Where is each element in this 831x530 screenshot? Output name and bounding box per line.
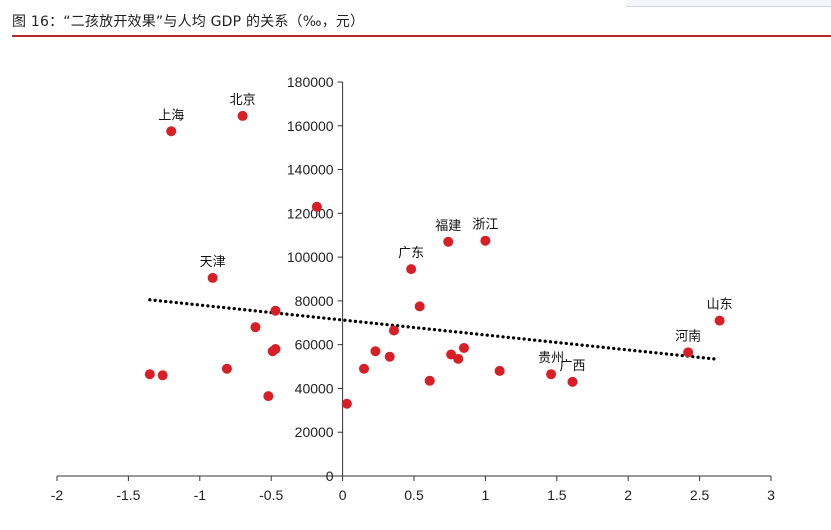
data-point <box>359 363 370 374</box>
y-tick-label: 20000 <box>295 424 334 440</box>
point-label: 河南 <box>675 328 701 344</box>
point-label: 上海 <box>158 108 184 123</box>
x-tick-label: 1 <box>482 487 490 503</box>
point-label: 天津 <box>200 255 226 270</box>
data-point <box>250 322 261 333</box>
x-tick-label: 0 <box>339 487 347 503</box>
data-point <box>237 110 248 121</box>
data-point <box>406 264 417 275</box>
x-tick-label: 1.5 <box>547 487 567 503</box>
data-point <box>263 391 274 402</box>
figure-title: 图 16：“二孩放开效果”与人均 GDP 的关系（‰，元） <box>12 14 365 30</box>
x-tick-label: 2.5 <box>690 487 710 503</box>
data-point <box>546 369 557 380</box>
y-tick-label: 180000 <box>287 74 334 90</box>
x-tick-label: 0.5 <box>404 487 424 503</box>
data-point <box>270 305 281 316</box>
x-tick-label: -1.5 <box>116 487 140 503</box>
point-label: 山东 <box>707 298 733 313</box>
y-tick-label: 160000 <box>287 118 334 134</box>
y-tick-label: 80000 <box>295 293 334 309</box>
point-label: 北京 <box>230 93 256 108</box>
data-point <box>567 376 578 387</box>
y-tick-label: 140000 <box>287 162 334 178</box>
data-point <box>207 272 218 283</box>
data-point <box>414 301 425 312</box>
data-point <box>270 344 281 355</box>
data-point <box>157 370 168 381</box>
x-tick-label: 2 <box>624 487 632 503</box>
y-tick-label: 60000 <box>295 337 334 353</box>
y-tick-label: 40000 <box>295 380 334 396</box>
point-label: 浙江 <box>472 218 498 233</box>
data-point <box>389 325 400 336</box>
x-tick-label: -1 <box>194 487 207 503</box>
data-point <box>384 351 395 362</box>
x-tick-label: -0.5 <box>259 487 283 503</box>
y-tick-label: 100000 <box>287 249 334 265</box>
data-point <box>480 235 491 246</box>
trend-line <box>148 298 716 361</box>
data-point <box>446 349 457 360</box>
data-point <box>424 375 435 386</box>
data-point <box>683 347 694 358</box>
point-label: 广西 <box>560 359 586 374</box>
data-point <box>443 236 454 247</box>
point-label: 福建 <box>435 219 461 234</box>
data-point <box>144 369 155 380</box>
point-label: 贵州 <box>538 351 564 366</box>
y-tick-label: 120000 <box>287 205 334 221</box>
data-point <box>458 342 469 353</box>
data-point <box>714 315 725 326</box>
data-point <box>494 365 505 376</box>
x-tick-label: 3 <box>767 487 775 503</box>
x-tick-label: -2 <box>51 487 64 503</box>
data-point <box>370 346 381 357</box>
data-point <box>166 126 177 137</box>
y-tick-label: 0 <box>326 468 334 484</box>
title-rule <box>12 35 831 37</box>
data-point <box>453 353 464 364</box>
data-point <box>341 398 352 409</box>
point-label: 广东 <box>398 246 424 261</box>
data-point <box>221 363 232 374</box>
data-point <box>311 201 322 212</box>
top-browser-strip <box>626 0 831 7</box>
